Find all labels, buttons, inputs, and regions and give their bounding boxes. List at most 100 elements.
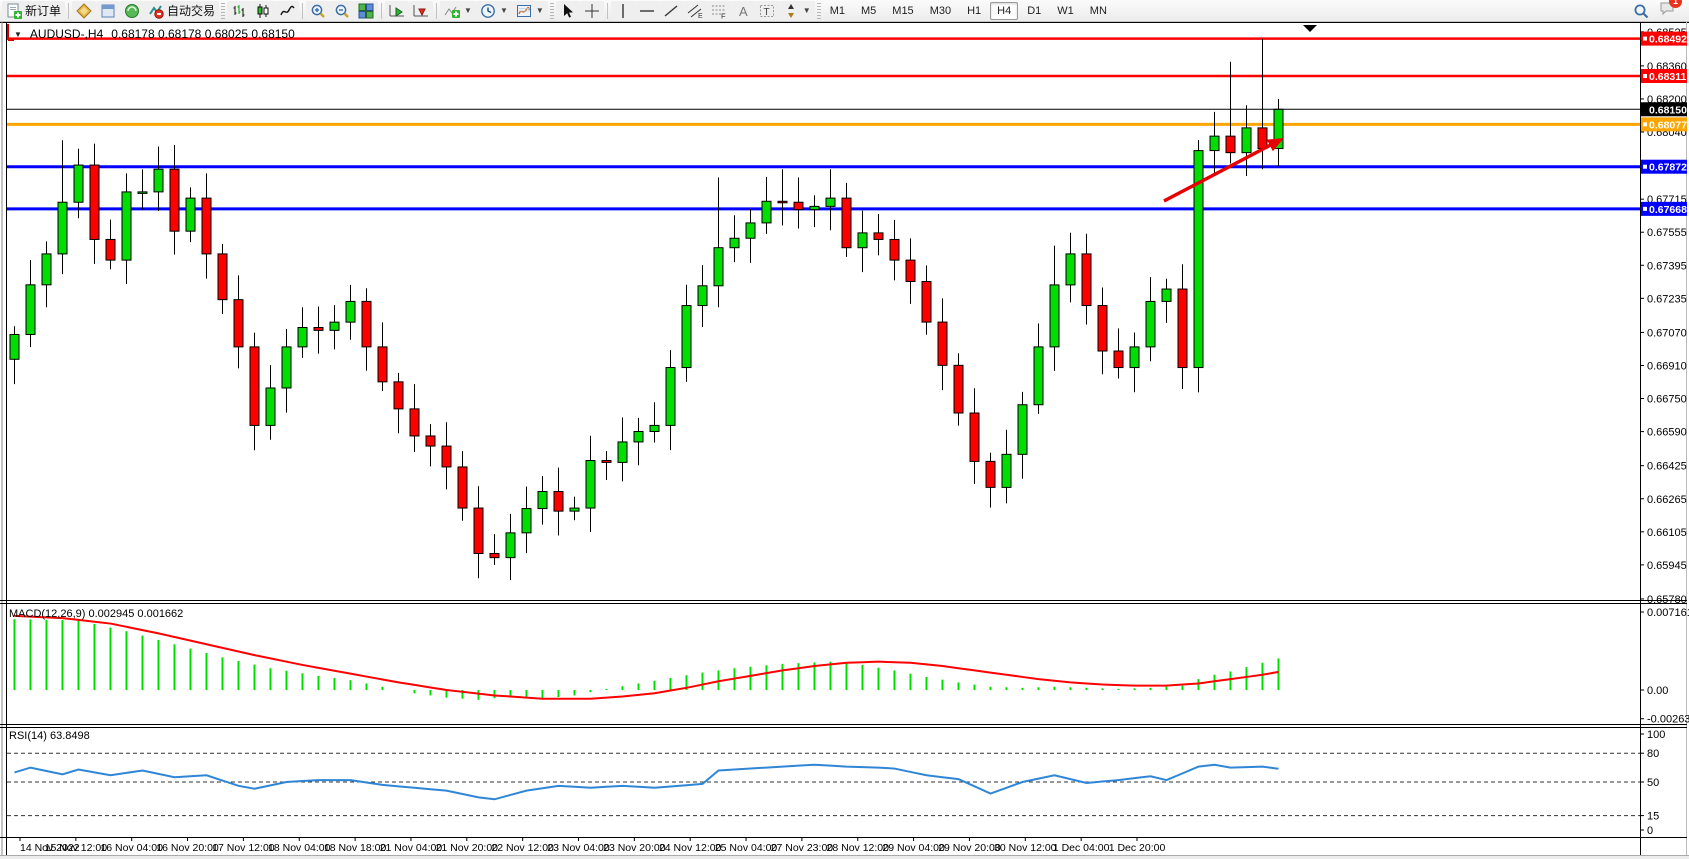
candle-body <box>729 237 740 249</box>
data-window-button[interactable] <box>96 0 121 21</box>
time-axis-label: 24 Nov 12:00 <box>659 842 722 854</box>
time-axis-label: 1 Dec 04:00 <box>1053 842 1110 854</box>
auto-scroll-button[interactable] <box>385 0 410 21</box>
candle-body <box>1097 305 1108 352</box>
indicators-button[interactable]: ▼ <box>440 0 476 21</box>
time-axis-label: 16 Nov 04:00 <box>100 842 163 854</box>
candle-body <box>281 346 292 389</box>
candle-body <box>153 168 164 193</box>
timeframe-m15[interactable]: M15 <box>892 4 914 17</box>
chart-shift-marker[interactable] <box>1303 25 1317 32</box>
timeframe-d1[interactable]: D1 <box>1027 4 1042 17</box>
svg-text:0.68150: 0.68150 <box>1649 104 1687 116</box>
tile-windows-icon <box>358 3 374 19</box>
separator <box>302 2 304 19</box>
autotrading-button[interactable]: 自动交易 <box>144 0 220 21</box>
vertical-line-icon <box>615 3 631 19</box>
zoom-out-button[interactable] <box>330 0 355 21</box>
trend-arrow-annotation[interactable] <box>1163 138 1284 203</box>
fibonacci-tool-button[interactable]: F <box>706 0 731 21</box>
candle-body <box>633 430 644 443</box>
price-axis-tick: 0.66910 <box>1647 360 1687 372</box>
toolbar-grip[interactable] <box>816 2 821 19</box>
periods-button[interactable]: ▼ <box>475 0 512 21</box>
timeframe-m30[interactable]: M30 <box>929 4 952 17</box>
price-line-label <box>1641 69 1687 84</box>
timeframe-h1[interactable]: H1 <box>967 4 982 17</box>
timeframe-m1[interactable]: M1 <box>829 4 845 17</box>
candle-body <box>265 387 276 426</box>
notifications-button[interactable]: 1 <box>1659 0 1682 21</box>
svg-text:A: A <box>739 4 748 19</box>
horizontal-line-tool-button[interactable] <box>634 0 659 21</box>
horizontal-level-lines[interactable]: 0.68492 0.68311 0.68077 0.67872 0.67668 <box>7 31 1687 216</box>
templates-button[interactable]: ▼ <box>511 0 548 21</box>
channel-tool-button[interactable]: E <box>682 0 707 21</box>
arrows-icon <box>783 3 799 19</box>
candle-body <box>105 238 116 261</box>
time-axis-label: 14 Nov 2022 <box>20 842 80 854</box>
line-chart-icon <box>279 3 295 19</box>
candlestick-series <box>9 39 1284 581</box>
candle-body <box>841 197 852 249</box>
tile-windows-button[interactable] <box>354 0 379 21</box>
rsi-scale-label: 80 <box>1647 748 1659 760</box>
market-watch-button[interactable] <box>72 0 97 21</box>
cursor-tool-button[interactable] <box>555 0 580 21</box>
bar-chart-icon <box>231 3 247 19</box>
separator <box>436 2 438 19</box>
text-label-tool-button[interactable]: T <box>754 0 779 21</box>
svg-text:0.68077: 0.68077 <box>1649 119 1687 131</box>
one-click-trading-toggle[interactable]: ▼ <box>14 29 22 39</box>
candle-body <box>137 191 148 194</box>
price-axis-tick: 0.65945 <box>1647 560 1687 572</box>
candlestick-chart-button[interactable] <box>251 0 276 21</box>
candle-body <box>745 222 756 239</box>
rsi-scale-label: 15 <box>1647 811 1659 823</box>
svg-text:0.68311: 0.68311 <box>1649 71 1687 83</box>
timeframe-mn[interactable]: MN <box>1089 4 1107 17</box>
periods-clock-icon <box>480 3 496 19</box>
price-chart-canvas[interactable]: 0.685250.683600.682000.680400.677150.675… <box>0 22 1689 859</box>
time-axis-label: 23 Nov 04:00 <box>547 842 610 854</box>
timeframe-h4[interactable]: H4 <box>990 1 1019 20</box>
time-axis-label: 27 Nov 23:00 <box>771 842 834 854</box>
zoom-in-button[interactable] <box>306 0 331 21</box>
navigator-button[interactable] <box>120 0 145 21</box>
candle-body <box>1145 300 1156 348</box>
crosshair-tool-button[interactable] <box>579 0 604 21</box>
rsi-scale-label: 0 <box>1647 825 1653 837</box>
timeframe-w1[interactable]: W1 <box>1057 4 1074 17</box>
candle-body <box>345 300 356 323</box>
chart-shift-button[interactable] <box>409 0 434 21</box>
candle-body <box>377 346 388 383</box>
text-icon: A <box>735 3 751 19</box>
vertical-line-tool-button[interactable] <box>610 0 635 21</box>
search-icon[interactable] <box>1633 3 1649 19</box>
arrows-tool-button[interactable]: ▼ <box>778 0 815 21</box>
toolbar: 新订单 自动交易 <box>0 0 1689 22</box>
candle-body <box>921 281 932 323</box>
new-order-button[interactable]: 新订单 <box>2 0 66 21</box>
timeframe-m5[interactable]: M5 <box>861 4 877 17</box>
macd-signal-line <box>14 614 1279 700</box>
candle-body <box>601 460 612 463</box>
market-watch-icon <box>76 2 92 19</box>
price-axis-tick: 0.66425 <box>1647 461 1687 473</box>
candle-body <box>1225 135 1236 154</box>
separator <box>381 2 383 19</box>
candle-body <box>777 200 788 204</box>
candle-body <box>201 197 212 255</box>
autotrading-icon <box>148 3 164 19</box>
toolbar-grip[interactable] <box>549 2 554 19</box>
macd-panel: 0.007161 0.00 -0.002638 <box>13 607 1689 726</box>
text-tool-button[interactable]: A <box>730 0 755 21</box>
bar-chart-button[interactable] <box>227 0 252 21</box>
trendline-tool-button[interactable] <box>658 0 683 21</box>
candle-body <box>249 346 260 426</box>
candle-body <box>89 164 100 240</box>
svg-text:0.67872: 0.67872 <box>1649 162 1687 174</box>
line-chart-button[interactable] <box>275 0 300 21</box>
candle-body <box>1113 350 1124 369</box>
toolbar-grip[interactable] <box>221 2 226 19</box>
